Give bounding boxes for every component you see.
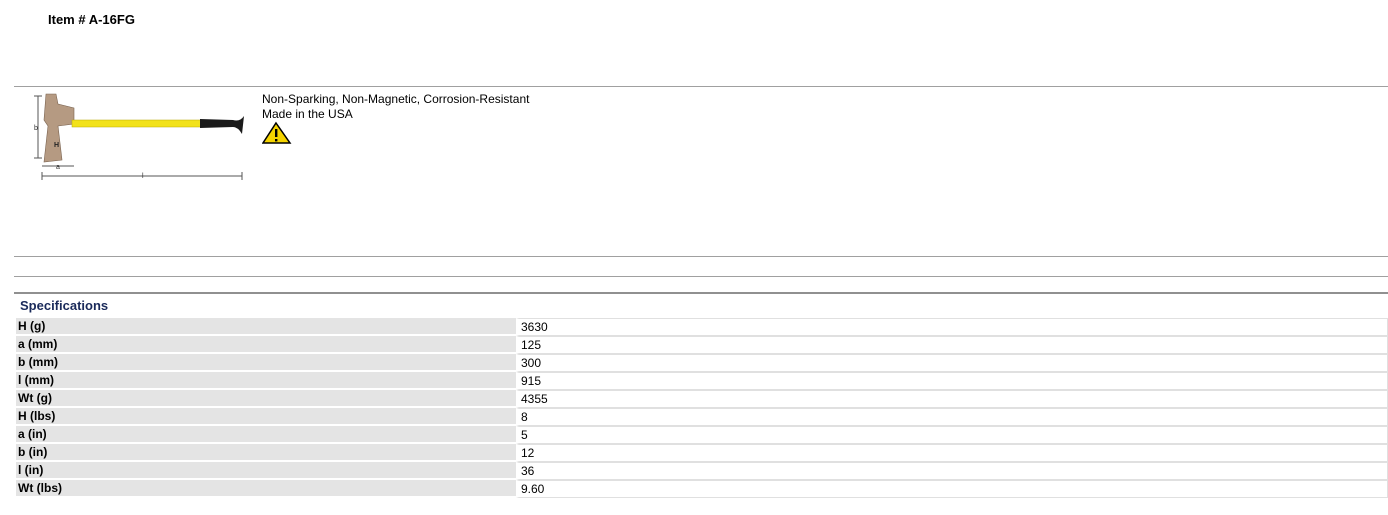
spec-value: 3630 [516,318,1388,336]
feature-text: Non-Sparking, Non-Magnetic, Corrosion-Re… [262,92,530,106]
spec-row: Wt (g) 4355 [16,390,1388,408]
spec-row: l (in) 36 [16,462,1388,480]
spec-row: l (mm) 915 [16,372,1388,390]
spec-label: b (mm) [16,354,516,372]
spec-row: Wt (lbs) 9.60 [16,480,1388,498]
spec-label: H (lbs) [16,408,516,426]
spec-label: Wt (lbs) [16,480,516,498]
spec-label: b (in) [16,444,516,462]
divider [14,86,1388,87]
divider [14,256,1388,257]
spec-value: 300 [516,354,1388,372]
divider [14,292,1388,294]
spec-table: H (g) 3630 a (mm) 125 b (mm) 300 l (mm) 915 Wt (… [16,318,1388,498]
svg-text:a: a [56,164,60,171]
spec-row: H (g) 3630 [16,318,1388,336]
spec-value: 125 [516,336,1388,354]
spec-row: H (lbs) 8 [16,408,1388,426]
spec-value: 9.60 [516,480,1388,498]
spec-label: H (g) [16,318,516,336]
spec-row: b (in) 12 [16,444,1388,462]
feature-text: Made in the USA [262,107,353,121]
spec-value: 12 [516,444,1388,462]
spec-row: b (mm) 300 [16,354,1388,372]
spec-row: a (in) 5 [16,426,1388,444]
divider [14,276,1388,277]
spec-label: l (in) [16,462,516,480]
svg-text:H: H [54,142,59,149]
spec-value: 36 [516,462,1388,480]
svg-text:l: l [142,173,144,180]
spec-value: 8 [516,408,1388,426]
spec-label: Wt (g) [16,390,516,408]
spec-value: 5 [516,426,1388,444]
spec-label: a (in) [16,426,516,444]
product-image: b H a l [34,93,244,180]
svg-text:b: b [34,125,38,132]
spec-label: a (mm) [16,336,516,354]
item-title: Item # A-16FG [48,12,135,27]
spec-value: 4355 [516,390,1388,408]
section-title: Specifications [20,298,109,313]
warning-icon [262,121,292,144]
spec-value: 915 [516,372,1388,390]
spec-label: l (mm) [16,372,516,390]
spec-row: a (mm) 125 [16,336,1388,354]
